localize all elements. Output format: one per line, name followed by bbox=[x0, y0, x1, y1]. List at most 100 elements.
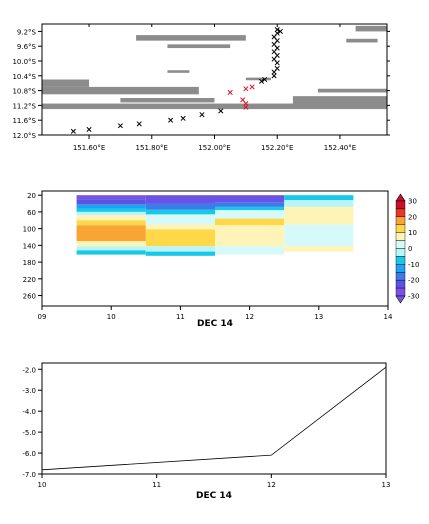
colorbar-label: 10 bbox=[408, 229, 417, 237]
track-point bbox=[218, 108, 224, 114]
colorbar-swatch bbox=[395, 287, 406, 297]
land-band bbox=[42, 79, 90, 87]
track-point bbox=[70, 128, 76, 134]
heatmap-cell bbox=[284, 206, 354, 225]
colorbar-swatch bbox=[395, 264, 406, 273]
heatmap-cell bbox=[76, 211, 146, 216]
time-series-line-panel: 10 11 12 13 DEC 14 -2.0 -3.0 -4.0 -5.0 -6.0 -7.0 bbox=[22, 362, 391, 501]
land-band bbox=[292, 96, 387, 108]
y-tick-label: 100 bbox=[23, 226, 36, 234]
heatmap-cell bbox=[76, 250, 146, 255]
y-tick-label: -6.0 bbox=[22, 450, 36, 458]
track-point bbox=[258, 78, 265, 84]
y-tick-label: 140 bbox=[23, 242, 36, 250]
x-axis-label: DEC 14 bbox=[196, 491, 232, 501]
heatmap-cell bbox=[145, 203, 215, 210]
track-point bbox=[274, 65, 280, 71]
track-point bbox=[271, 73, 277, 79]
land-band bbox=[318, 88, 387, 93]
y-tick-label: 12.0°S bbox=[12, 132, 36, 140]
heatmap-cell bbox=[76, 204, 146, 209]
map-frame bbox=[41, 23, 388, 136]
y-tick-label: 20 bbox=[27, 192, 36, 200]
track-point bbox=[277, 28, 283, 34]
colorbar-swatch bbox=[395, 224, 406, 233]
land-band bbox=[120, 98, 215, 103]
track-point-highlight bbox=[243, 86, 249, 92]
colorbar-label: -10 bbox=[408, 261, 419, 269]
land-band bbox=[245, 77, 271, 81]
heatmap-cell bbox=[284, 224, 354, 247]
heatmap-cell bbox=[215, 246, 285, 255]
y-tick-label: -5.0 bbox=[22, 429, 36, 437]
heatmap-cell bbox=[145, 246, 215, 252]
track-point-highlight bbox=[243, 104, 249, 110]
colorbar-label: 0 bbox=[408, 245, 412, 253]
colorbar-swatch bbox=[395, 216, 406, 225]
land-band bbox=[355, 25, 387, 32]
heatmap-cell bbox=[215, 218, 285, 226]
heatmap-cell bbox=[284, 195, 354, 201]
track-point bbox=[117, 123, 123, 129]
x-tick-label: 12 bbox=[245, 313, 254, 321]
colorbar-swatch bbox=[395, 200, 406, 210]
colorbar-swatch bbox=[395, 248, 406, 257]
track-point-highlight bbox=[249, 84, 255, 90]
x-tick-label: 13 bbox=[382, 481, 391, 489]
colorbar-swatch bbox=[395, 272, 406, 281]
heatmap-cell bbox=[284, 246, 354, 252]
y-tick-label: 9.2°S bbox=[17, 28, 37, 36]
x-axis-label: DEC 14 bbox=[197, 319, 233, 329]
heatmap-cell bbox=[145, 209, 215, 215]
y-tick-label: 11.6°S bbox=[12, 117, 36, 125]
heatmap-cell bbox=[145, 214, 215, 225]
heatmap-cell bbox=[76, 225, 146, 242]
y-tick-label: 10.0°S bbox=[12, 58, 36, 66]
heatmap-cell bbox=[215, 210, 285, 219]
heatmap-cell bbox=[76, 220, 146, 226]
x-tick-label: 152.00°E bbox=[198, 144, 230, 152]
heatmap-cell bbox=[215, 195, 285, 203]
land-band bbox=[346, 38, 378, 43]
heatmap-cell bbox=[76, 215, 146, 221]
colorbar-label: -30 bbox=[408, 293, 419, 301]
x-tick-label: 10 bbox=[107, 313, 116, 321]
heatmap-cell bbox=[76, 199, 146, 205]
track-point bbox=[86, 126, 92, 133]
heatmap-cell bbox=[215, 225, 285, 247]
x-tick-label: 151.80°E bbox=[136, 144, 168, 152]
track-map-panel: 151.60°E 151.80°E 152.00°E 152.20°E 152.40°E… bbox=[12, 23, 390, 152]
x-tick-label: 152.40°E bbox=[324, 144, 356, 152]
y-tick-label: 9.6°S bbox=[17, 43, 37, 51]
y-tick-label: 220 bbox=[23, 276, 36, 284]
track-point bbox=[136, 121, 142, 127]
y-tick-label: -2.0 bbox=[22, 366, 36, 374]
track-point bbox=[274, 26, 280, 33]
heatmap-cell bbox=[145, 229, 215, 247]
land-band bbox=[136, 35, 246, 41]
y-tick-label: 260 bbox=[23, 293, 36, 301]
track-point bbox=[180, 115, 186, 121]
track-point bbox=[168, 117, 174, 123]
y-tick-label: 11.2°S bbox=[12, 102, 36, 110]
colorbar-swatch bbox=[395, 256, 406, 265]
colorbar-label: -20 bbox=[408, 277, 419, 285]
y-tick-label: 180 bbox=[23, 259, 36, 267]
heatmap-cell bbox=[145, 251, 215, 256]
colorbar-swatch bbox=[395, 208, 406, 218]
heatmap-cell bbox=[76, 246, 146, 251]
heatmap-cell bbox=[145, 195, 215, 204]
colorbar-swatch bbox=[395, 279, 406, 289]
heatmap-cell bbox=[145, 224, 215, 230]
heatmap-cell bbox=[76, 208, 146, 212]
colorbar-swatch bbox=[395, 240, 406, 249]
track-point bbox=[262, 76, 268, 83]
line-frame bbox=[41, 362, 387, 475]
y-tick-label: -4.0 bbox=[22, 408, 36, 416]
series-line bbox=[41, 366, 387, 471]
x-tick-label: 12 bbox=[267, 481, 276, 489]
colorbar-top-arrow bbox=[395, 193, 406, 202]
x-tick-label: 11 bbox=[176, 313, 185, 321]
